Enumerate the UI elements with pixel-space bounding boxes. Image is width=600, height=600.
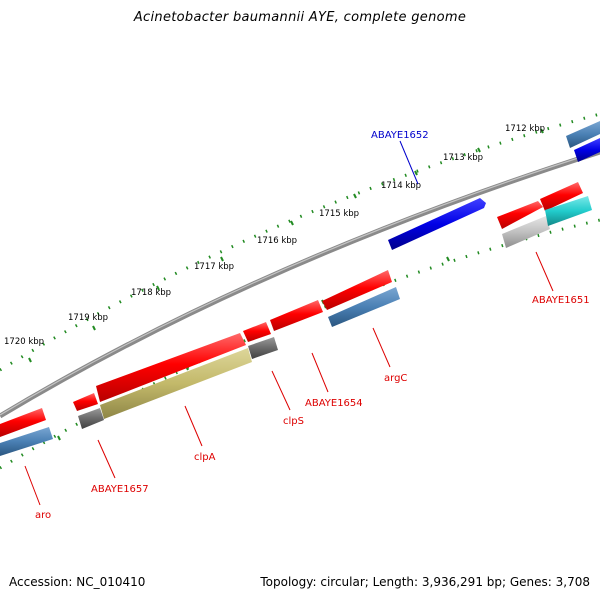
gene-clps[interactable] <box>243 322 271 342</box>
label-abaye1652[interactable]: ABAYE1652 <box>371 130 429 141</box>
label-clpa[interactable]: clpA <box>194 452 216 463</box>
gene-clpa-red[interactable] <box>96 333 246 402</box>
gene-top-right-blue[interactable] <box>574 138 600 162</box>
label-abaye1651[interactable]: ABAYE1651 <box>532 295 590 306</box>
label-argc[interactable]: argC <box>384 373 407 384</box>
kbp-labels: 1712 kbp 1713 kbp 1714 kbp 1715 kbp 1716… <box>4 124 545 347</box>
gene-labels: ABAYE1652 ABAYE1651 argC ABAYE1654 clpS … <box>35 130 590 521</box>
gene-argc[interactable] <box>328 287 400 327</box>
gene-clps-gray[interactable] <box>248 337 278 359</box>
inner-tick-ruler <box>0 218 600 470</box>
kbp-label: 1714 kbp <box>381 181 421 191</box>
kbp-label: 1719 kbp <box>68 313 108 323</box>
gene-abaye1657-red[interactable] <box>73 393 98 411</box>
gene-aro[interactable] <box>0 427 53 456</box>
gene-argc-red[interactable] <box>322 270 392 310</box>
kbp-label: 1716 kbp <box>257 236 297 246</box>
label-leaders <box>24 140 554 506</box>
outer-tick-ruler <box>0 112 600 372</box>
gene-clpa[interactable] <box>100 348 252 419</box>
kbp-label: 1715 kbp <box>319 209 359 219</box>
gene-abaye1657[interactable] <box>78 408 104 429</box>
gene-abaye1651[interactable] <box>502 216 550 248</box>
forward-strand-genes <box>0 121 600 456</box>
gene-abaye1654[interactable] <box>270 300 323 331</box>
label-aro[interactable]: aro <box>35 510 51 521</box>
genome-backbone-highlight <box>0 150 600 416</box>
kbp-label: 1713 kbp <box>443 153 483 163</box>
gene-cyan[interactable] <box>545 196 592 226</box>
kbp-label: 1718 kbp <box>131 288 171 298</box>
kbp-label: 1720 kbp <box>4 337 44 347</box>
label-clps[interactable]: clpS <box>283 416 304 427</box>
gene-abaye1652[interactable] <box>388 198 486 250</box>
kbp-label: 1712 kbp <box>505 124 545 134</box>
gene-aro-red[interactable] <box>0 408 46 437</box>
gene-red-ur-1[interactable] <box>497 201 543 229</box>
gene-red-ur-2[interactable] <box>540 182 583 211</box>
label-abaye1654[interactable]: ABAYE1654 <box>305 398 363 409</box>
genome-summary-text: Topology: circular; Length: 3,936,291 bp… <box>260 575 590 589</box>
label-abaye1657[interactable]: ABAYE1657 <box>91 484 149 495</box>
kbp-label: 1717 kbp <box>194 262 234 272</box>
gene-top-right-steel[interactable] <box>566 121 600 148</box>
outer-major-ticks <box>28 128 544 363</box>
map-title: Acinetobacter baumannii AYE, complete ge… <box>133 10 467 25</box>
genome-backbone <box>0 149 600 419</box>
accession-text: Accession: NC_010410 <box>9 575 146 589</box>
